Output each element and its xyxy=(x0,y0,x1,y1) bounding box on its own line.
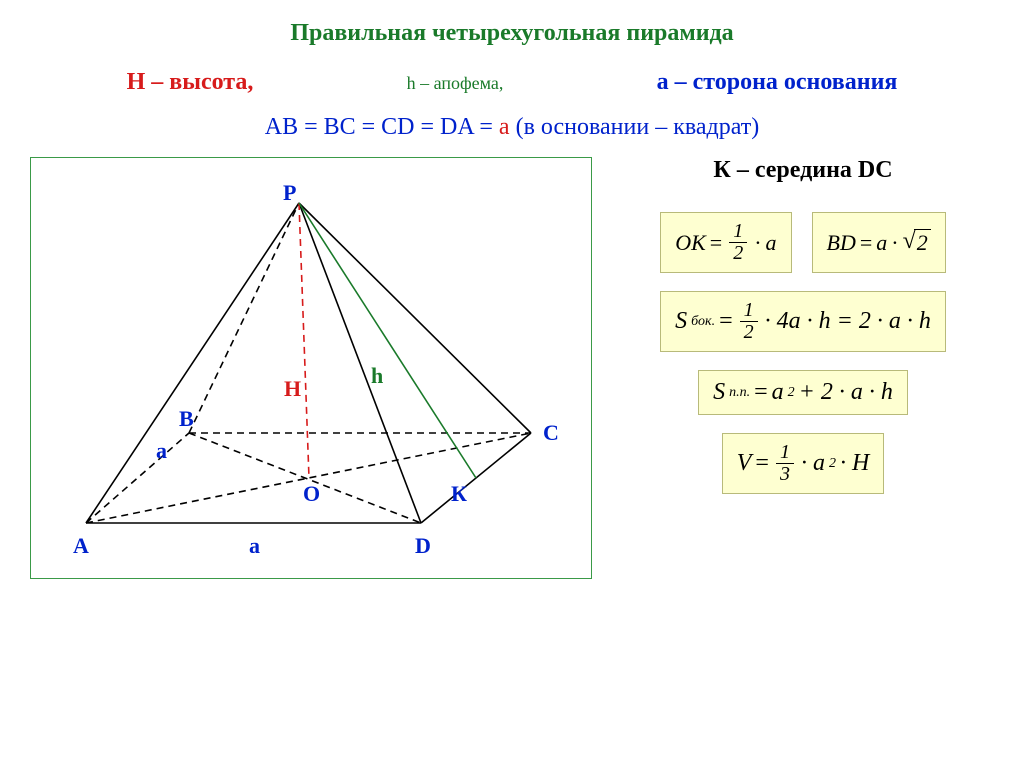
base-eq-lhs: AB = BC = CD = DA = xyxy=(265,114,499,140)
formula-row-4: V = 1 3 · a2 · H xyxy=(612,433,994,494)
diagram-svg: A B С D Р О К Нh a a xyxy=(31,158,591,578)
formula-sbok: Sбок. = 1 2 · 4a · h = 2 · a · h xyxy=(660,291,946,352)
sqrt-bd: √ 2 xyxy=(903,229,931,256)
frac-ok: 1 2 xyxy=(729,221,747,264)
base-eq-rhs: (в основании – квадрат) xyxy=(510,114,760,140)
formulas-column: К – середина DC OK = 1 2 · a BD = a · √ … xyxy=(612,157,994,494)
pyramid-diagram: A B С D Р О К Нh a a xyxy=(30,157,592,579)
title-text: Правильная четырехугольная пирамида xyxy=(290,20,733,46)
def-side: а – сторона основания xyxy=(657,69,898,96)
formula-row-1: OK = 1 2 · a BD = a · √ 2 xyxy=(612,212,994,273)
formula-spp: Sп.п. = a2 + 2 · a · h xyxy=(698,370,908,415)
formula-ok: OK = 1 2 · a xyxy=(660,212,791,273)
formula-row-3: Sп.п. = a2 + 2 · a · h xyxy=(612,370,994,415)
svg-text:Н: Н xyxy=(284,376,301,401)
frac-sbok: 1 2 xyxy=(740,300,758,343)
def-height: Н – высота, xyxy=(127,69,254,96)
svg-text:О: О xyxy=(303,481,320,506)
svg-text:A: A xyxy=(73,533,89,558)
svg-text:К: К xyxy=(451,481,467,506)
formula-bd: BD = a · √ 2 xyxy=(812,212,946,273)
midpoint-label: К – середина DC xyxy=(612,157,994,184)
svg-text:a: a xyxy=(156,438,167,463)
svg-text:Р: Р xyxy=(283,180,296,205)
definitions-row: Н – высота, h – апофема, а – сторона осн… xyxy=(30,69,994,96)
base-eq-a: a xyxy=(499,114,510,140)
formula-row-2: Sбок. = 1 2 · 4a · h = 2 · a · h xyxy=(612,291,994,352)
def-apothem: h – апофема, xyxy=(407,73,504,94)
svg-text:a: a xyxy=(249,533,260,558)
base-equation: AB = BC = CD = DA = a (в основании – ква… xyxy=(30,114,994,141)
page-title: Правильная четырехугольная пирамида xyxy=(30,20,994,47)
main-row: A B С D Р О К Нh a a К – середина DC OK = 1 2 · … xyxy=(30,157,994,579)
formula-v: V = 1 3 · a2 · H xyxy=(722,433,885,494)
svg-text:С: С xyxy=(543,420,559,445)
svg-text:D: D xyxy=(415,533,431,558)
svg-text:h: h xyxy=(371,363,383,388)
frac-v: 1 3 xyxy=(776,442,794,485)
svg-text:B: B xyxy=(179,406,194,431)
